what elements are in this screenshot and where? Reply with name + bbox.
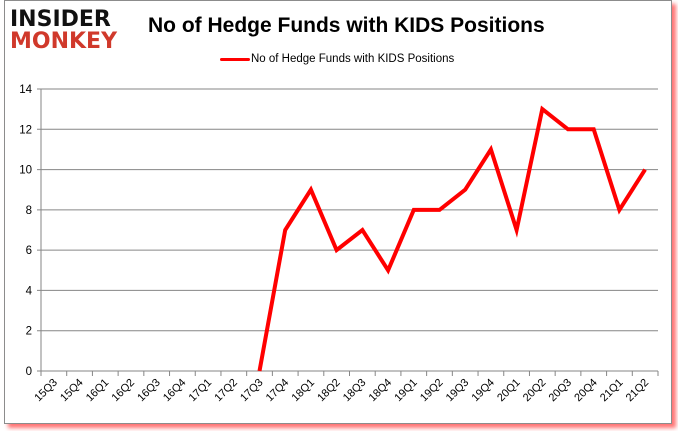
x-tick-label: 20Q3 xyxy=(547,377,575,405)
x-tick-label: 19Q2 xyxy=(418,377,446,405)
x-tick-label: 18Q1 xyxy=(290,377,318,405)
insider-monkey-logo: INSIDER MONKEY xyxy=(10,9,128,53)
x-tick-label: 16Q2 xyxy=(110,377,138,405)
chart-legend: No of Hedge Funds with KIDS Positions xyxy=(220,53,454,65)
y-tick-label: 6 xyxy=(26,245,32,257)
x-tick-label: 15Q3 xyxy=(32,377,60,405)
logo-line-insider: INSIDER xyxy=(10,7,111,32)
y-tick-label: 12 xyxy=(19,124,32,136)
x-tick-label: 15Q4 xyxy=(58,377,86,405)
y-tick-label: 14 xyxy=(19,84,32,96)
x-tick-label: 20Q1 xyxy=(495,377,523,405)
x-tick-label: 20Q4 xyxy=(572,377,600,405)
x-tick-label: 17Q3 xyxy=(238,377,266,405)
x-tick-label: 19Q1 xyxy=(392,377,420,405)
y-tick-label: 2 xyxy=(26,326,32,338)
chart-title: No of Hedge Funds with KIDS Positions xyxy=(148,14,545,37)
x-tick-label: 16Q4 xyxy=(161,377,189,405)
y-tick-label: 4 xyxy=(26,285,33,297)
x-tick-label: 19Q3 xyxy=(444,377,472,405)
x-tick-label: 21Q1 xyxy=(598,377,626,405)
x-tick-label: 18Q3 xyxy=(341,377,369,405)
x-tick-label: 17Q1 xyxy=(187,377,215,405)
x-tick-label: 16Q3 xyxy=(135,377,163,405)
x-tick-label: 17Q4 xyxy=(264,377,292,405)
legend-label: No of Hedge Funds with KIDS Positions xyxy=(251,53,455,65)
x-tick-label: 21Q2 xyxy=(624,377,652,405)
x-tick-label: 20Q2 xyxy=(521,377,549,405)
x-tick-label: 19Q4 xyxy=(469,377,497,405)
chart-frame xyxy=(4,0,672,424)
x-tick-label: 17Q2 xyxy=(212,377,240,405)
y-tick-label: 0 xyxy=(26,366,32,378)
x-tick-label: 18Q2 xyxy=(315,377,343,405)
logo-line-monkey: MONKEY xyxy=(10,29,118,54)
legend-line-swatch-icon xyxy=(220,57,250,61)
x-tick-label: 18Q4 xyxy=(367,377,395,405)
x-tick-label: 16Q1 xyxy=(84,377,112,405)
y-tick-label: 10 xyxy=(19,165,32,177)
series-line xyxy=(257,105,647,372)
y-tick-label: 8 xyxy=(26,205,32,217)
